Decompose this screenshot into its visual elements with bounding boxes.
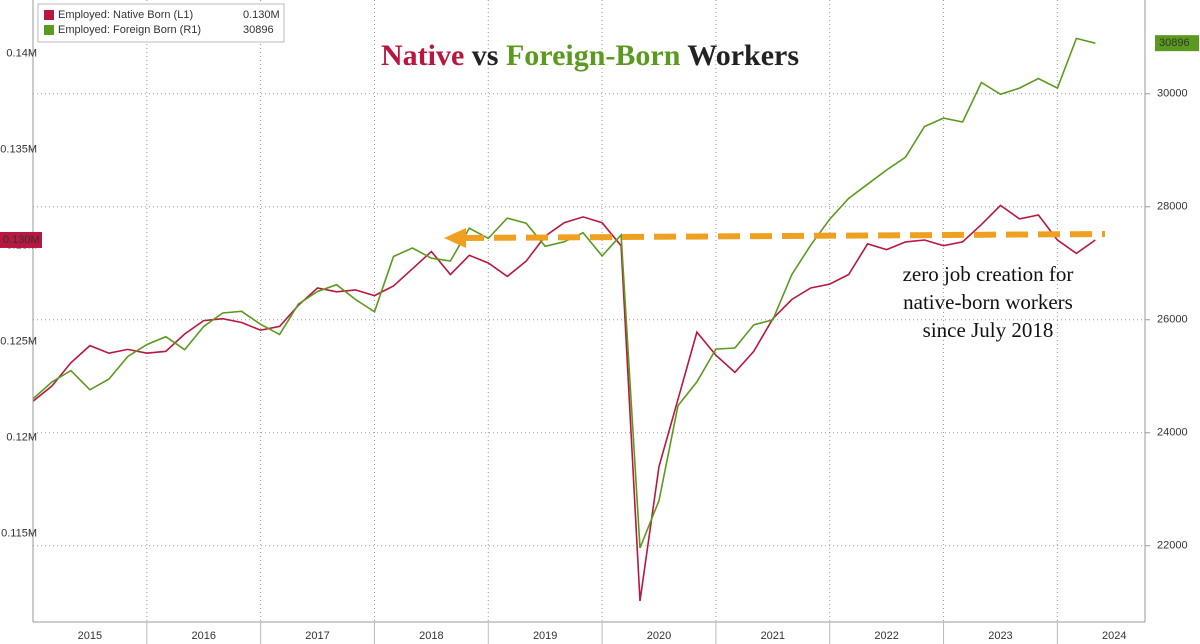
y2-tick-label: 22000 (1157, 540, 1188, 552)
y-tick-label: 0.135M (0, 144, 37, 156)
x-tick-label: 2017 (305, 630, 329, 642)
y2-tick-label: 24000 (1157, 427, 1188, 439)
y2-tick-label: 30000 (1157, 88, 1188, 100)
series-line (32, 37, 1096, 549)
legend: Employed: Native Born (L1) 0.130M Employed… (37, 3, 285, 43)
plot-area (32, 0, 1145, 622)
y-tick-label: 0.125M (0, 336, 37, 348)
x-tick-label: 2016 (191, 630, 215, 642)
x-tick-label: 2021 (761, 630, 785, 642)
title-part: vs (472, 39, 499, 72)
annotation: native-born workers (903, 290, 1073, 314)
legend-label: Employed: Foreign Born (R1) (58, 24, 201, 36)
title-part: Foreign-Born (506, 39, 681, 72)
legend-box (37, 3, 285, 43)
x-tick-label: 2018 (419, 630, 443, 642)
series-line (32, 204, 1096, 602)
legend-swatch (44, 10, 54, 20)
x-tick-label: 2019 (533, 630, 557, 642)
y-tick-label: 0.115M (1, 528, 37, 540)
annotation-arrowhead (444, 228, 466, 248)
y2-tick-label: 26000 (1157, 314, 1188, 326)
annotation: since July 2018 (923, 318, 1054, 342)
legend-label: Employed: Native Born (L1) (58, 9, 193, 21)
y2-tick-label: 28000 (1157, 201, 1188, 213)
legend-value: 30896 (243, 24, 274, 36)
annotation-arrow (461, 231, 1106, 241)
chart-title: Native vs Foreign-Born Workers (381, 39, 799, 72)
last-value-label: 0.130M (3, 234, 40, 246)
title-part: Native (381, 39, 464, 72)
title-part: Workers (687, 39, 799, 72)
legend-value: 0.130M (243, 9, 280, 21)
x-tick-label: 2023 (988, 630, 1012, 642)
x-tick-label: 2015 (78, 630, 102, 642)
last-value-badge (1155, 35, 1199, 52)
x-tick-label: 2024 (1102, 630, 1126, 642)
annotation: zero job creation for (903, 262, 1074, 286)
x-tick-label: 2022 (874, 630, 898, 642)
x-tick-label: 2020 (647, 630, 671, 642)
y-tick-label: 0.14M (6, 48, 37, 60)
last-value-badge (0, 231, 42, 248)
legend-swatch (44, 25, 54, 35)
last-value-label: 30896 (1159, 37, 1190, 49)
y-tick-label: 0.12M (6, 432, 37, 444)
